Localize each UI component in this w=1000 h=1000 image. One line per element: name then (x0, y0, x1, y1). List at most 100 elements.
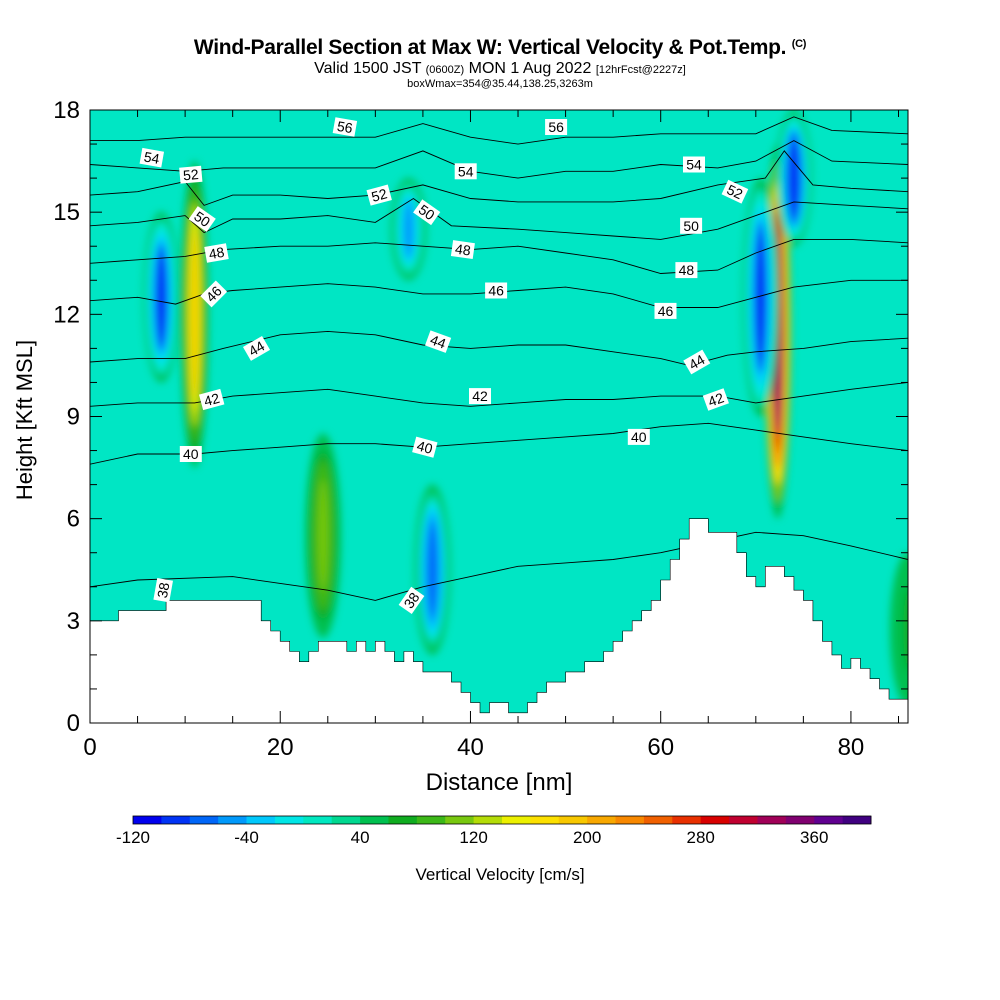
box-info: boxWmax=354@35.44,138.25,3263m (407, 78, 593, 90)
contour-label-text: 46 (658, 303, 674, 319)
colorbar-tick-label: 200 (573, 828, 601, 847)
contour-label-44: 44 (683, 349, 711, 375)
theta-contour-labels: 38 38 40 40 40 42 42 42 44 44 44 46 46 46 48 48 48 50 50 50… (139, 117, 749, 614)
valid-date: MON 1 Aug 2022 (468, 60, 592, 77)
chart-title: Wind-Parallel Section at Max W: Vertical… (0, 36, 1000, 60)
terrain (90, 518, 908, 723)
valid-time: Valid 1500 JST (314, 60, 422, 77)
contour-label-40: 40 (627, 428, 650, 445)
valid-utc: (0600Z) (425, 64, 465, 76)
contour-label-46: 46 (654, 302, 677, 319)
contour-label-bg (721, 179, 749, 204)
plot-area: 38 38 40 40 40 42 42 42 44 44 44 46 46 46 48 48 48 50 50 50… (90, 110, 908, 723)
contour-label-text: 52 (182, 166, 199, 183)
y-axis-label: Height [Kft MSL] (12, 340, 37, 500)
theta-contour-54 (90, 140, 908, 179)
chart-title-text: Wind-Parallel Section at Max W: Vertical… (193, 36, 787, 59)
contour-label-50: 50 (680, 217, 703, 234)
contour-label-bg (680, 217, 703, 234)
colorbar-swatch (643, 816, 673, 824)
contour-label-text: 46 (488, 283, 504, 299)
colorbar-swatch (360, 816, 389, 824)
colorbar: -120 -40 40 120 200 280 360 (116, 815, 872, 847)
y-tick-label: 15 (53, 199, 80, 226)
contour-label-54: 54 (683, 156, 705, 173)
contour-label-text: 44 (246, 337, 268, 359)
chart-subtitle: Valid 1500 JST (0600Z) MON 1 Aug 2022 [1… (0, 60, 1000, 78)
w-feature-downdraft-5 (756, 231, 766, 363)
contour-label-bg (485, 282, 508, 299)
forecast-info: [12hrFcst@2227z] (595, 64, 686, 76)
colorbar-swatch (587, 816, 616, 824)
colorbar-swatch (274, 816, 304, 824)
theta-contour-52 (90, 150, 908, 206)
y-axis: 0 3 6 9 12 15 18 (53, 97, 908, 737)
contour-label-bg (412, 436, 438, 458)
colorbar-swatch (161, 816, 191, 824)
contour-label-48: 48 (204, 243, 229, 263)
contour-label-42: 42 (702, 388, 729, 411)
colorbar-swatch (842, 816, 872, 824)
colorbar-swatch (189, 816, 219, 824)
w-feature-downdraft-8 (404, 201, 414, 258)
contour-label-text: 50 (683, 218, 699, 234)
colorbar-tick-label: 360 (800, 828, 828, 847)
contour-label-bg (450, 240, 475, 260)
colorbar-tick-label: -120 (116, 828, 150, 847)
contour-label-text: 40 (183, 446, 199, 462)
contour-label-bg (398, 586, 425, 614)
colorbar-tick-label: 280 (687, 828, 715, 847)
contour-label-bg (139, 147, 165, 168)
theta-contour-44 (90, 330, 908, 366)
contour-label-50: 50 (188, 206, 216, 232)
colorbar-tick-label: 120 (459, 828, 487, 847)
contour-label-text: 40 (631, 429, 647, 445)
contour-label-text: 54 (686, 157, 702, 173)
vertical-velocity-field (143, 110, 908, 706)
theta-contour-40 (90, 422, 908, 465)
y-tick-label: 0 (67, 710, 80, 737)
theta-contour-50 (90, 197, 908, 240)
contour-label-bg (188, 206, 216, 232)
w-feature-updraft-3 (903, 587, 908, 672)
contour-label-48: 48 (675, 262, 698, 279)
copyright-mark: (C) (791, 38, 807, 50)
contour-label-bg (627, 428, 650, 445)
contour-label-text: 52 (724, 181, 745, 202)
x-tick-label: 20 (267, 734, 294, 761)
colorbar-tick-label: -40 (234, 828, 259, 847)
x-axis-label: Distance [nm] (426, 769, 573, 796)
contour-label-56: 56 (332, 117, 358, 137)
contour-label-text: 56 (336, 118, 354, 136)
contour-label-bg (179, 446, 202, 462)
colorbar-swatch (473, 816, 503, 824)
contour-label-bg (366, 184, 392, 206)
y-tick-label: 6 (67, 506, 80, 533)
x-tick-label: 40 (457, 734, 484, 761)
colorbar-swatch (218, 816, 247, 824)
colorbar-swatch (388, 816, 418, 824)
colorbar-swatch (615, 816, 645, 824)
contour-label-text: 56 (548, 119, 564, 135)
contour-label-bg (702, 388, 729, 411)
contour-label-bg (413, 199, 441, 226)
contour-label-bg (654, 302, 677, 319)
contour-label-54: 54 (454, 163, 477, 180)
theta-contour-42 (90, 381, 908, 407)
contour-label-text: 54 (143, 148, 161, 166)
colorbar-swatch (502, 816, 531, 824)
w-feature-downdraft-6 (789, 140, 799, 216)
x-axis: 0 20 40 60 80 (83, 110, 899, 761)
contour-label-bg (242, 335, 271, 361)
x-tick-label: 0 (83, 734, 96, 761)
theta-contour-56 (90, 116, 908, 145)
contour-label-46: 46 (485, 282, 508, 299)
theta-contour-38 (90, 531, 908, 601)
contour-label-text: 48 (679, 262, 695, 278)
y-tick-label: 18 (53, 97, 80, 124)
contour-label-42: 42 (199, 388, 225, 411)
contour-label-text: 44 (686, 351, 708, 373)
contour-label-50: 50 (413, 199, 441, 226)
colorbar-swatch (331, 816, 361, 824)
